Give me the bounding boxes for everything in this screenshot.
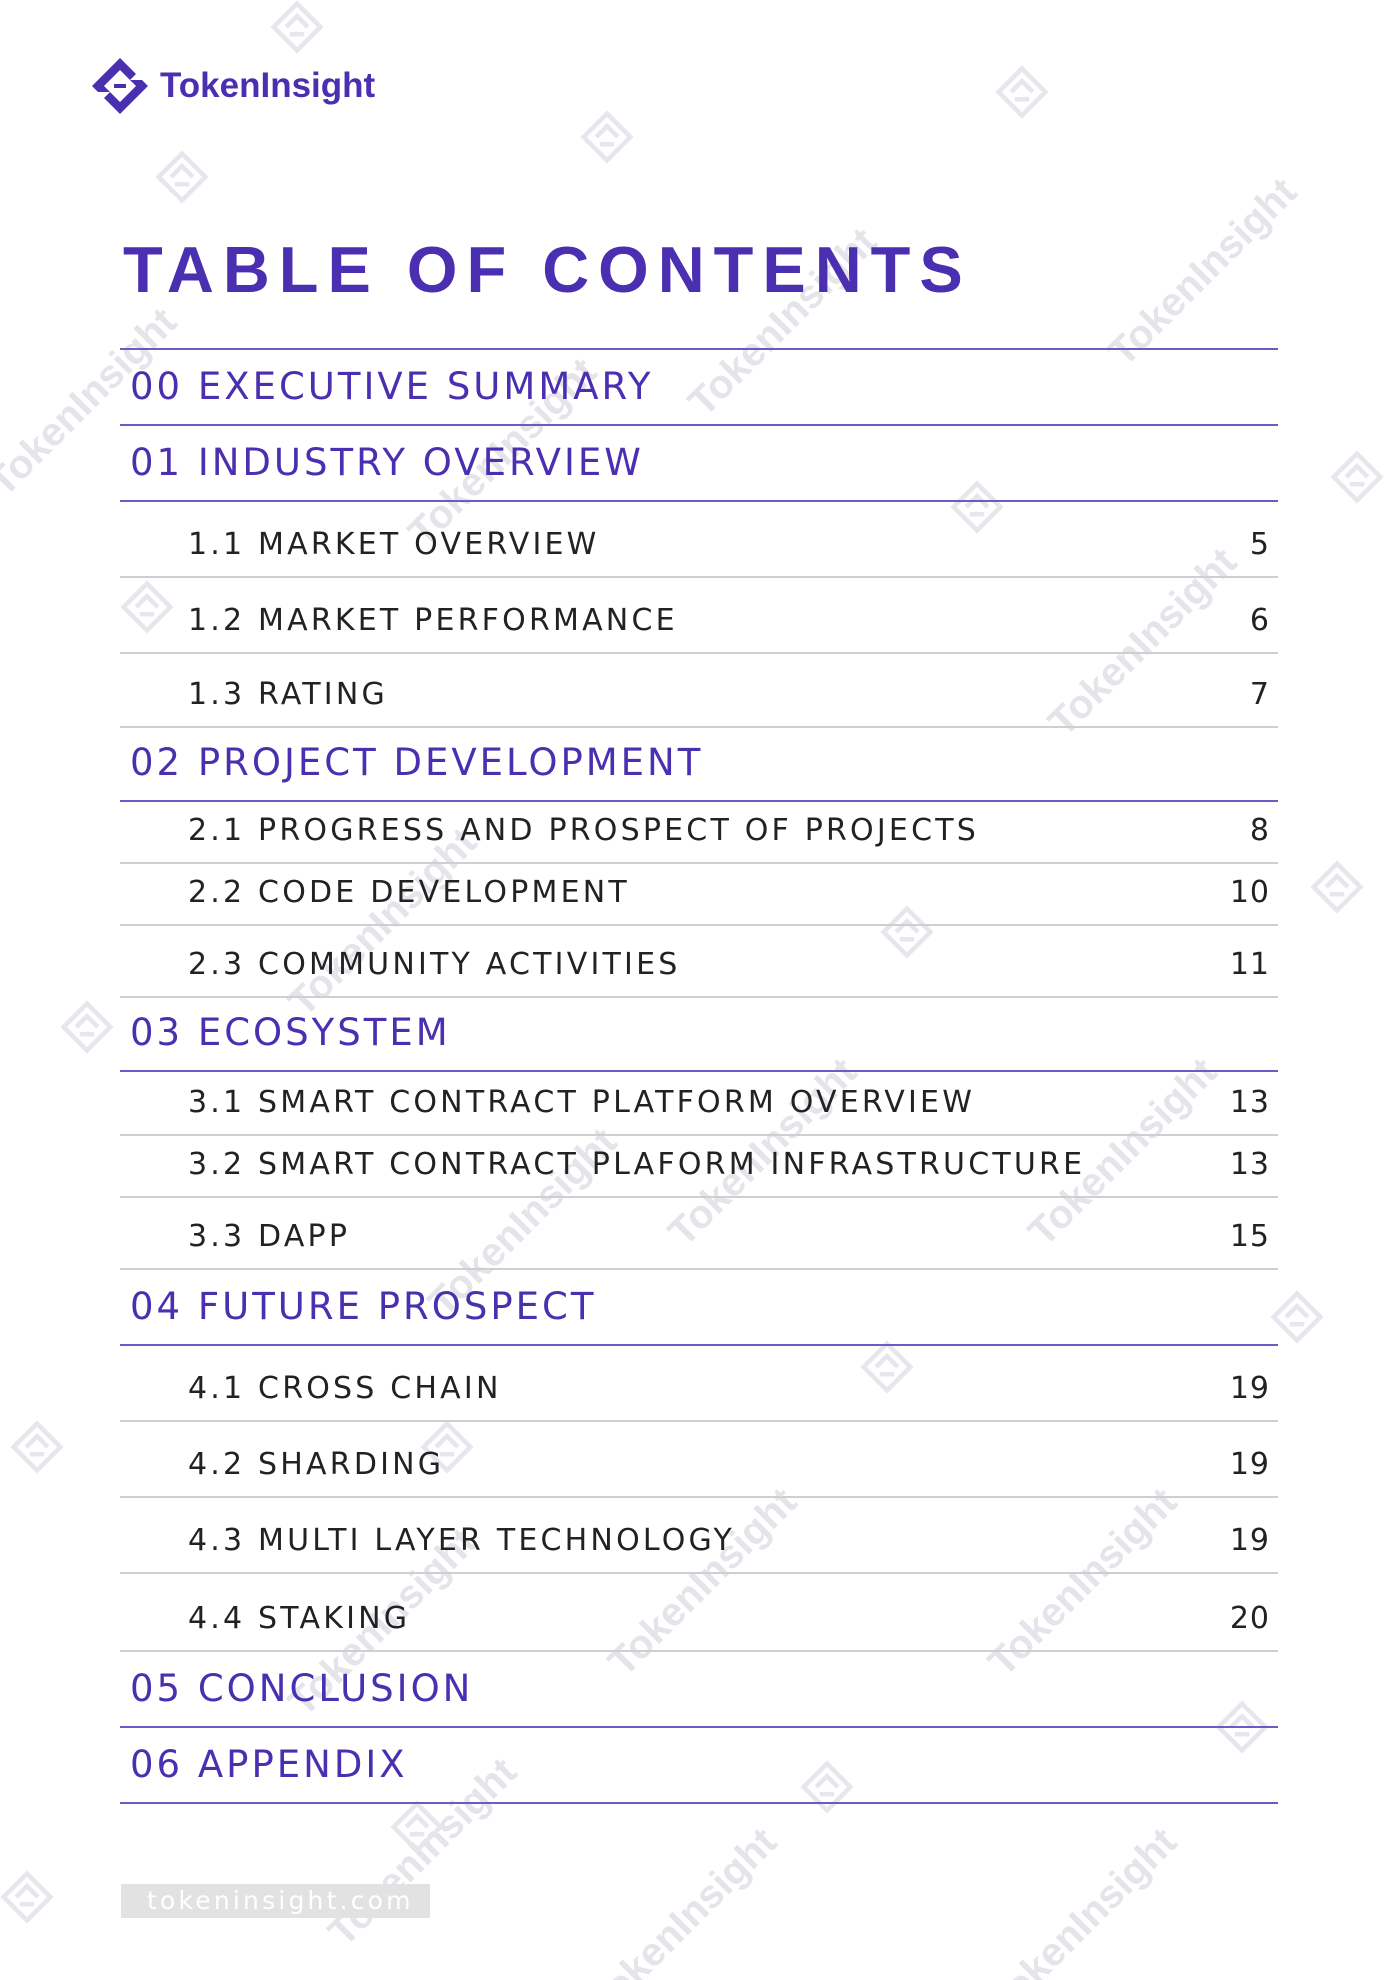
watermark-logo-icon [1270, 1290, 1324, 1344]
toc-subsection-row[interactable]: 1.3 RATING 7 [120, 654, 1278, 728]
toc-page-number: 20 [1229, 1601, 1270, 1636]
toc-page-number: 19 [1229, 1371, 1270, 1406]
toc-page-number: 15 [1229, 1219, 1270, 1254]
toc-entry-label: 2.3 COMMUNITY ACTIVITIES [188, 947, 681, 982]
toc-section-row[interactable]: 06 APPENDIX [120, 1728, 1278, 1804]
toc-entry-label: 4.3 MULTI LAYER TECHNOLOGY [188, 1523, 736, 1558]
footer-url: tokeninsight.com [147, 1886, 414, 1915]
toc-subsection-row[interactable]: 2.2 CODE DEVELOPMENT 10 [120, 864, 1278, 926]
toc-entry-label: 05 CONCLUSION [130, 1667, 474, 1710]
brand-logo: TokenInsight [90, 56, 375, 116]
watermark-logo-icon [60, 1000, 114, 1054]
toc-entry-label: 02 PROJECT DEVELOPMENT [130, 741, 704, 784]
toc-subsection-row[interactable]: 3.1 SMART CONTRACT PLATFORM OVERVIEW 13 [120, 1072, 1278, 1136]
toc-entry-label: 2.1 PROGRESS AND PROSPECT OF PROJECTS [188, 813, 979, 848]
toc-page-number: 8 [1249, 813, 1270, 848]
watermark-logo-icon [155, 150, 209, 204]
toc-section-row[interactable]: 02 PROJECT DEVELOPMENT [120, 728, 1278, 802]
toc-entry-label: 4.4 STAKING [188, 1601, 411, 1636]
toc-section-row[interactable]: 04 FUTURE PROSPECT [120, 1270, 1278, 1346]
page-title: TABLE OF CONTENTS [123, 233, 972, 306]
watermark-logo-icon [1310, 860, 1364, 914]
toc-subsection-row[interactable]: 3.2 SMART CONTRACT PLAFORM INFRASTRUCTUR… [120, 1136, 1278, 1198]
toc-subsection-row[interactable]: 2.1 PROGRESS AND PROSPECT OF PROJECTS 8 [120, 802, 1278, 864]
toc-entry-label: 04 FUTURE PROSPECT [130, 1285, 597, 1328]
toc-subsection-row[interactable]: 4.1 CROSS CHAIN 19 [120, 1346, 1278, 1422]
watermark-logo-icon [10, 1420, 64, 1474]
toc-entry-label: 1.3 RATING [188, 677, 388, 712]
toc-section-row[interactable]: 05 CONCLUSION [120, 1652, 1278, 1728]
toc-section-row[interactable]: 01 INDUSTRY OVERVIEW [120, 426, 1278, 502]
toc-subsection-row[interactable]: 1.2 MARKET PERFORMANCE 6 [120, 578, 1278, 654]
toc-entry-label: 2.2 CODE DEVELOPMENT [188, 875, 630, 910]
toc-entry-label: 4.2 SHARDING [188, 1447, 445, 1482]
watermark-text: TokenInsight [580, 1819, 786, 1980]
watermark-logo-icon [270, 0, 324, 54]
toc-page-number: 7 [1249, 677, 1270, 712]
toc-page-number: 13 [1229, 1147, 1270, 1182]
watermark-text: TokenInsight [1100, 169, 1306, 375]
toc-page-number: 19 [1229, 1523, 1270, 1558]
toc-subsection-row[interactable]: 1.1 MARKET OVERVIEW 5 [120, 502, 1278, 578]
toc-subsection-row[interactable]: 4.4 STAKING 20 [120, 1574, 1278, 1652]
toc-entry-label: 06 APPENDIX [130, 1743, 408, 1786]
tokeninsight-diamond-logo-icon [92, 58, 148, 114]
toc-entry-label: 1.2 MARKET PERFORMANCE [188, 603, 678, 638]
toc-section-row[interactable]: 00 EXECUTIVE SUMMARY [120, 348, 1278, 426]
toc-subsection-row[interactable]: 3.3 DAPP 15 [120, 1198, 1278, 1270]
watermark-logo-icon [0, 1870, 54, 1924]
toc-entry-label: 01 INDUSTRY OVERVIEW [130, 441, 644, 484]
toc-page-number: 6 [1249, 603, 1270, 638]
toc-top-rule [120, 348, 1278, 350]
toc-page-number: 13 [1229, 1085, 1270, 1120]
watermark-logo-icon [1330, 450, 1384, 504]
toc-page-number: 19 [1229, 1447, 1270, 1482]
toc-entry-label: 3.3 DAPP [188, 1219, 351, 1254]
toc-subsection-row[interactable]: 4.2 SHARDING 19 [120, 1422, 1278, 1498]
toc-entry-label: 03 ECOSYSTEM [130, 1011, 451, 1054]
toc-page-number: 5 [1249, 527, 1270, 562]
watermark-logo-icon [390, 1800, 444, 1854]
toc-subsection-row[interactable]: 2.3 COMMUNITY ACTIVITIES 11 [120, 926, 1278, 998]
toc-section-row[interactable]: 03 ECOSYSTEM [120, 998, 1278, 1072]
watermark-logo-icon [580, 110, 634, 164]
toc-entry-label: 3.2 SMART CONTRACT PLAFORM INFRASTRUCTUR… [188, 1147, 1086, 1182]
toc-page-number: 11 [1229, 947, 1270, 982]
toc-subsection-row[interactable]: 4.3 MULTI LAYER TECHNOLOGY 19 [120, 1498, 1278, 1574]
toc-entry-label: 00 EXECUTIVE SUMMARY [130, 365, 654, 408]
brand-name: TokenInsight [160, 66, 376, 105]
toc-entry-label: 4.1 CROSS CHAIN [188, 1371, 502, 1406]
toc-page-number: 10 [1229, 875, 1270, 910]
toc-entry-label: 3.1 SMART CONTRACT PLATFORM OVERVIEW [188, 1085, 976, 1120]
footer-url-badge: tokeninsight.com [121, 1884, 430, 1918]
watermark-text: TokenInsight [980, 1819, 1186, 1980]
watermark-logo-icon [995, 65, 1049, 119]
toc-entry-label: 1.1 MARKET OVERVIEW [188, 527, 600, 562]
